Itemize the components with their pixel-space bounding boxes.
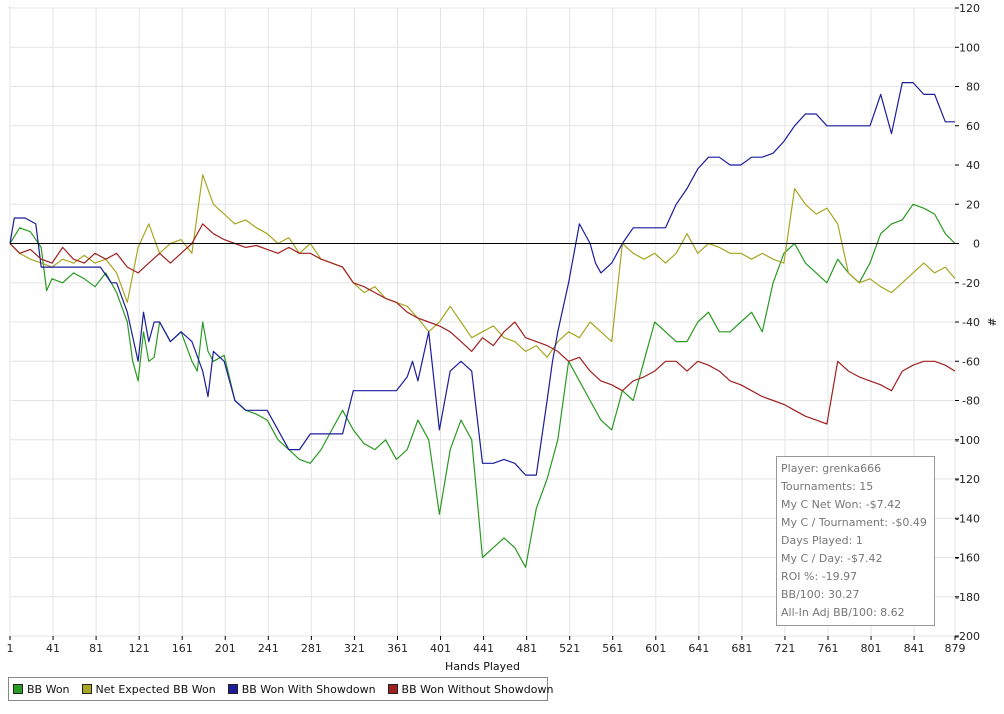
legend-item-net-expected[interactable]: Net Expected BB Won [81, 682, 216, 696]
series-group [9, 82, 956, 568]
y-axis-title: # [985, 317, 998, 326]
x-tick-label: 681 [731, 642, 752, 655]
x-tick-label: 321 [344, 642, 365, 655]
y-tick-label: -120 [955, 473, 980, 486]
y-tick-label: -160 [955, 552, 980, 565]
y-tick-label: 120 [959, 2, 980, 15]
x-tick-label: 641 [688, 642, 709, 655]
stat-allin-adj: All-In Adj BB/100: 8.62 [781, 606, 905, 619]
y-tick-label: -180 [955, 591, 980, 604]
x-tick-label: 481 [516, 642, 537, 655]
x-tick-label: 361 [387, 642, 408, 655]
legend-label: BB Won With Showdown [241, 682, 376, 696]
legend-swatch [227, 684, 238, 694]
stat-roi: ROI %: -19.97 [781, 570, 858, 583]
legend-swatch [13, 684, 23, 694]
series-line-3 [9, 223, 956, 425]
stat-net-won: My C Net Won: -$7.42 [781, 498, 902, 511]
y-tick-label: 20 [966, 198, 980, 211]
x-tick-label: 121 [129, 642, 150, 655]
x-tick-label: 41 [46, 642, 60, 655]
legend-swatch [387, 684, 398, 694]
legend-item-bb-won[interactable]: BB Won [13, 683, 70, 696]
y-tick-label: 40 [966, 159, 980, 172]
x-tick-label: 879 [945, 642, 966, 655]
legend: BB Won Net Expected BB Won BB Won With S… [8, 677, 553, 701]
y-tick-label: -100 [955, 434, 980, 447]
x-tick-label: 801 [861, 642, 882, 655]
legend-item-without-showdown[interactable]: BB Won Without Showdown [387, 682, 554, 696]
x-tick-label: 241 [258, 642, 279, 655]
x-tick-label: 761 [817, 642, 838, 655]
stat-player: Player: grenka666 [781, 462, 882, 475]
series-line-2 [9, 82, 955, 476]
axes: 120 100 80 60 40 20 0 -20 -40 -60 -80 -100 -120 -140 -… [7, 2, 981, 655]
legend-label: BB Won Without Showdown [401, 682, 554, 696]
x-tick-label: 841 [904, 642, 925, 655]
legend-swatch [81, 684, 92, 694]
series-line-0 [9, 203, 956, 568]
stat-bb-100: BB/100: 30.27 [781, 588, 860, 601]
stat-per-day: My C / Day: -$7.42 [781, 552, 883, 565]
x-tick-label: 1 [7, 642, 14, 655]
stat-per-tournament: My C / Tournament: -$0.49 [781, 516, 927, 529]
x-tick-label: 81 [89, 642, 103, 655]
x-axis-title: Hands Played [445, 660, 520, 673]
stat-days-played: Days Played: 1 [781, 534, 863, 547]
x-tick-label: 521 [559, 642, 580, 655]
y-tick-label: -80 [962, 395, 980, 408]
x-tick-label: 601 [645, 642, 666, 655]
y-tick-label: -40 [962, 316, 980, 329]
x-tick-label: 281 [301, 642, 322, 655]
y-tick-label: 0 [973, 238, 980, 251]
x-tick-label: 721 [774, 642, 795, 655]
x-tick-label: 201 [215, 642, 236, 655]
y-tick-label: -140 [955, 512, 980, 525]
x-tick-label: 401 [430, 642, 451, 655]
legend-item-with-showdown[interactable]: BB Won With Showdown [227, 682, 376, 696]
stats-box: Player: grenka666 Tournaments: 15 My C N… [776, 456, 935, 626]
y-tick-label: -200 [955, 630, 980, 643]
x-tick-label: 561 [602, 642, 623, 655]
series-line-1 [9, 174, 956, 358]
stat-tournaments: Tournaments: 15 [781, 480, 874, 493]
legend-label: BB Won [27, 682, 70, 696]
y-tick-label: 100 [959, 41, 980, 54]
x-tick-label: 161 [172, 642, 193, 655]
y-tick-label: -60 [962, 355, 980, 368]
y-tick-label: -20 [962, 277, 980, 290]
y-tick-label: 60 [966, 120, 980, 133]
x-tick-label: 441 [473, 642, 494, 655]
legend-label: Net Expected BB Won [95, 682, 216, 696]
y-tick-label: 80 [966, 81, 980, 94]
